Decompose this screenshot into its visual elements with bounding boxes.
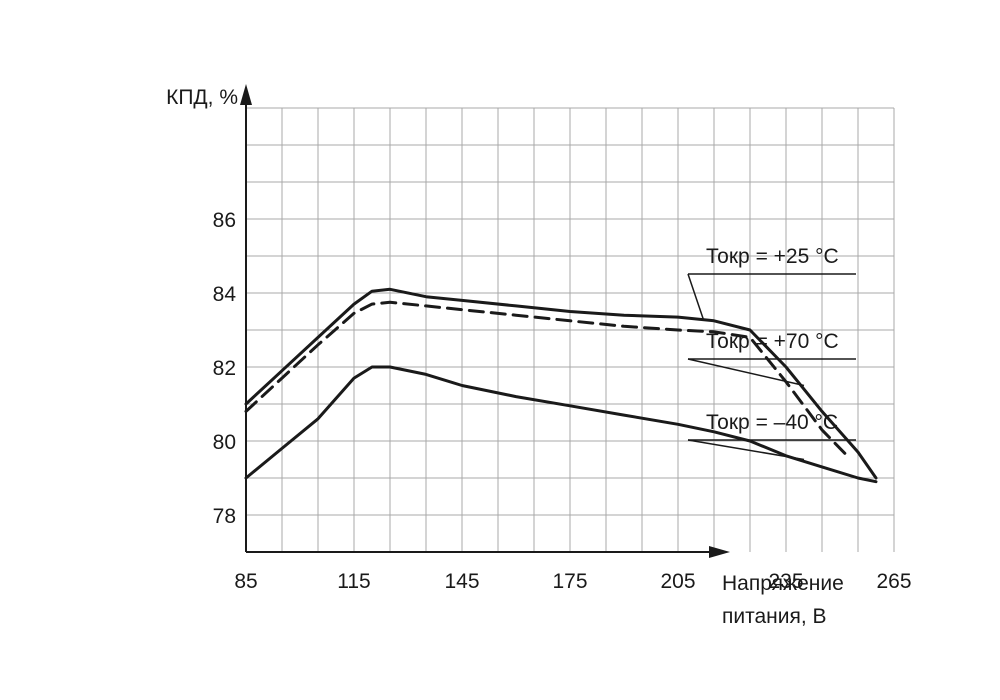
- y-tick-label: 78: [213, 505, 236, 528]
- legend-leader-line: [687, 273, 704, 320]
- x-tick-labels: 85 115 145 175 205 235 265: [234, 570, 911, 593]
- x-axis-arrow: [709, 546, 730, 558]
- legend-leader-line: [687, 439, 805, 461]
- legend-leader-line: [687, 358, 805, 387]
- series-line-2: [244, 300, 849, 458]
- series-lines: [244, 287, 878, 484]
- x-axis-title-line-2: питания, В: [722, 605, 827, 628]
- y-tick-label: 82: [213, 357, 236, 380]
- series-line-1: [244, 287, 878, 480]
- y-tick-labels: 78 80 82 84 86: [213, 209, 237, 528]
- x-tick-label: 265: [876, 570, 911, 593]
- x-tick-label: 145: [444, 570, 479, 593]
- legend: Токр = +25 °C Токр = +70 °C Токр = –40 °C: [687, 245, 856, 461]
- y-tick-label: 86: [213, 209, 236, 232]
- legend-label-3: Токр = –40 °C: [706, 411, 838, 434]
- x-tick-label: 85: [234, 570, 257, 593]
- x-tick-label: 175: [552, 570, 587, 593]
- x-tick-label: 235: [768, 570, 803, 593]
- y-axis-title: КПД, %: [166, 86, 238, 109]
- legend-label-1: Токр = +25 °C: [706, 245, 839, 268]
- x-axis-title-line-1: Напряжение: [722, 572, 844, 595]
- x-tick-label: 205: [660, 570, 695, 593]
- legend-label-2: Токр = +70 °C: [706, 330, 839, 353]
- y-tick-label: 84: [213, 283, 237, 306]
- y-tick-label: 80: [213, 431, 236, 454]
- x-tick-label: 115: [337, 570, 370, 593]
- y-axis-arrow: [240, 84, 252, 105]
